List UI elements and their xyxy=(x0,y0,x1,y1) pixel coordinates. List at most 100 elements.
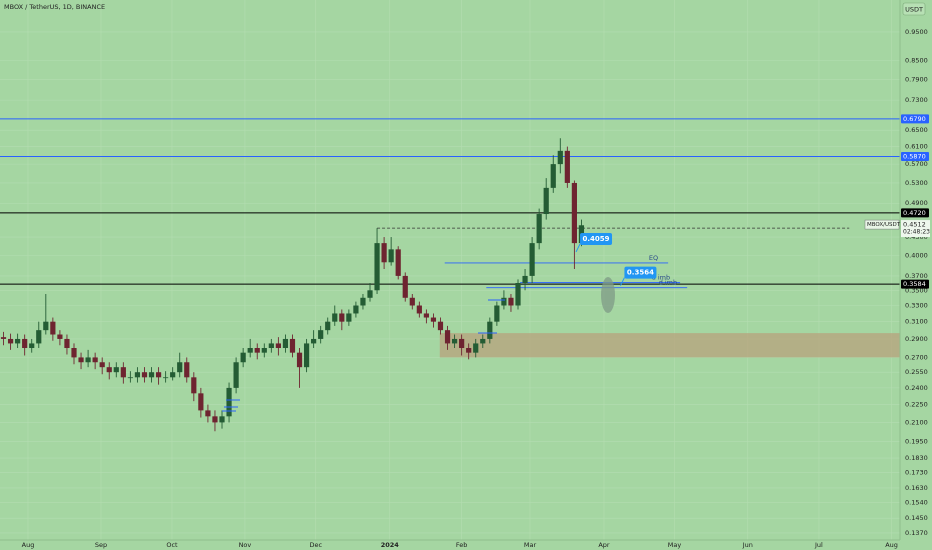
candle-body xyxy=(346,313,352,322)
y-tick-label: 0.4000 xyxy=(905,252,928,260)
level-price-box xyxy=(901,152,929,162)
candle-body xyxy=(303,343,310,368)
candle-body xyxy=(466,348,472,353)
candle-body xyxy=(184,362,190,378)
y-tick-label: 0.4900 xyxy=(905,199,928,207)
x-tick-label: Nov xyxy=(239,541,252,549)
candle-body xyxy=(240,352,246,363)
candle-body xyxy=(325,321,331,331)
candle-body xyxy=(7,338,14,344)
candle-body xyxy=(205,410,211,417)
level-price-label: 0.5870 xyxy=(903,153,926,161)
candle-body xyxy=(36,330,42,344)
candle-body xyxy=(177,362,183,373)
candle-body xyxy=(557,150,563,165)
candle-body xyxy=(360,297,366,306)
x-tick-label: Jun xyxy=(742,541,753,549)
candle-body xyxy=(92,357,98,363)
y-tick-label: 0.3300 xyxy=(905,302,928,310)
candle-body xyxy=(155,372,162,378)
candle-body xyxy=(99,362,105,368)
x-tick-label: Jul xyxy=(814,541,823,549)
y-tick-label: 0.1730 xyxy=(905,469,928,477)
candle-body xyxy=(381,243,387,263)
y-tick-label: 0.1950 xyxy=(905,438,928,446)
candle-body xyxy=(0,337,7,339)
segment-label: EQ xyxy=(649,254,658,262)
x-tick-label: Aug xyxy=(22,541,35,549)
candle-body xyxy=(148,372,155,378)
y-tick-label: 0.9500 xyxy=(905,28,928,36)
candle-body xyxy=(515,282,521,306)
candle-body xyxy=(529,243,535,276)
candle-body xyxy=(487,321,493,339)
y-tick-label: 0.2100 xyxy=(905,418,928,426)
level-price-box xyxy=(901,208,929,218)
y-tick-label: 0.5700 xyxy=(905,160,928,168)
currency-label: USDT xyxy=(905,6,923,14)
candle-body xyxy=(163,377,169,379)
last-price-box xyxy=(901,220,930,238)
candle-body xyxy=(423,313,429,318)
y-tick-label: 0.5300 xyxy=(905,179,928,187)
candle-body xyxy=(141,372,148,378)
candle-body xyxy=(254,348,260,353)
y-tick-label: 0.2250 xyxy=(905,401,928,409)
candle-body xyxy=(296,352,303,368)
candle-body xyxy=(311,338,317,344)
price-tag-box xyxy=(580,232,613,245)
level-price-label: 0.6790 xyxy=(903,115,926,123)
candle-body xyxy=(353,305,359,314)
y-tick-label: 0.7900 xyxy=(905,76,928,84)
candle-body xyxy=(508,297,514,306)
x-tick-label: 2024 xyxy=(381,541,400,549)
candle-body xyxy=(444,330,451,344)
candle-body xyxy=(50,321,56,335)
highlight-ellipse xyxy=(601,277,615,313)
candle-body xyxy=(522,275,528,283)
segment-label: d imb xyxy=(659,279,677,287)
candle-body xyxy=(85,357,91,363)
level-price-box xyxy=(901,114,929,124)
candle-body xyxy=(395,249,401,276)
candle-body xyxy=(261,348,267,353)
level-price-label: 0.4720 xyxy=(903,209,926,217)
candle-body xyxy=(494,305,500,322)
candle-body xyxy=(473,343,479,353)
candle-body xyxy=(571,182,577,244)
y-tick-label: 0.3700 xyxy=(905,272,928,280)
y-tick-label: 0.3100 xyxy=(905,318,928,326)
chart-title: MBOX / TetherUS, 1D, BINANCE xyxy=(4,3,105,11)
currency-box[interactable] xyxy=(902,2,926,16)
x-tick-label: Aug xyxy=(885,541,898,549)
candle-body xyxy=(212,416,218,423)
candle-body xyxy=(282,338,289,349)
candle-body xyxy=(71,348,77,358)
y-tick-label: 0.2400 xyxy=(905,384,928,392)
candle-body xyxy=(219,416,225,423)
candle-body xyxy=(78,357,84,363)
y-tick-label: 0.6100 xyxy=(905,143,928,151)
y-tick-label: 0.1450 xyxy=(905,514,928,522)
candle-body xyxy=(113,367,119,373)
candle-body xyxy=(226,387,232,417)
candle-body xyxy=(29,343,35,349)
y-tick-label: 0.2900 xyxy=(905,335,928,343)
y-tick-label: 0.1370 xyxy=(905,529,928,537)
candle-body xyxy=(367,290,373,298)
candle-body xyxy=(374,243,380,291)
candle-body xyxy=(543,187,549,215)
candle-body xyxy=(564,150,570,183)
candle-body xyxy=(170,372,176,378)
candle-body xyxy=(43,321,49,331)
candle-body xyxy=(15,338,21,344)
candle-body xyxy=(459,338,465,349)
candle-body xyxy=(191,377,197,394)
candle-body xyxy=(289,338,296,353)
price-tag-pointer xyxy=(619,277,625,286)
candle-body xyxy=(409,297,415,306)
y-tick-label: 0.7300 xyxy=(905,96,928,104)
candle-body xyxy=(198,393,204,411)
